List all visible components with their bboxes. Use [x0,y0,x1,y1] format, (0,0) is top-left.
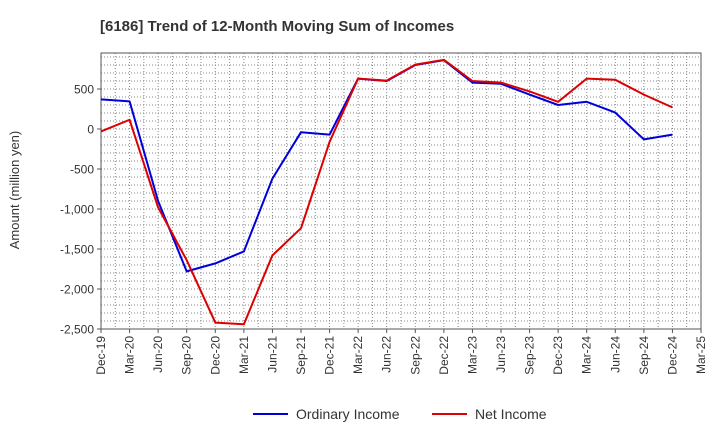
legend: Ordinary Income Net Income [253,406,547,422]
x-tick-label: Mar-23 [465,336,479,374]
y-tick-label: 500 [74,83,94,97]
y-tick-label: -1,500 [60,243,94,257]
y-tick-label: -2,500 [60,323,94,337]
legend-label: Net Income [475,406,547,422]
legend-label: Ordinary Income [296,406,400,422]
x-tick-label: Sep-23 [523,336,537,375]
y-axis-label: Amount (million yen) [7,131,22,250]
x-tick-label: Dec-23 [551,336,565,375]
x-tick-label: Sep-21 [294,336,308,375]
series [100,58,673,326]
x-tick-label: Sep-22 [408,336,422,375]
series-line-net-income [100,58,673,326]
x-tick-label: Mar-21 [237,336,251,374]
x-tick-label: Dec-19 [94,336,108,375]
x-tick-label: Mar-25 [694,336,708,374]
x-tick-label: Jun-23 [494,336,508,373]
x-tick-label: Sep-20 [180,336,194,375]
y-tick-label: -1,000 [60,203,94,217]
x-tick-label: Mar-20 [123,336,137,374]
y-tick-label: -2,000 [60,283,94,297]
plot-frame [100,52,702,330]
x-tick-label: Dec-21 [323,336,337,375]
x-tick-label: Jun-22 [380,336,394,373]
x-tick-label: Sep-24 [637,336,651,375]
x-tick-label: Dec-20 [208,336,222,375]
x-tick-label: Dec-22 [437,336,451,375]
chart-title: [6186] Trend of 12-Month Moving Sum of I… [100,18,454,35]
x-tick-label: Mar-22 [351,336,365,374]
x-tick-label: Mar-24 [580,336,594,374]
y-tick-label: -500 [70,163,94,177]
x-tick-label: Jun-20 [151,336,165,373]
x-tick-label: Jun-24 [608,336,622,373]
grid [100,53,702,330]
x-tick-label: Jun-21 [265,336,279,373]
y-tick-label: 0 [87,123,94,137]
x-tick-label: Dec-24 [665,336,679,375]
